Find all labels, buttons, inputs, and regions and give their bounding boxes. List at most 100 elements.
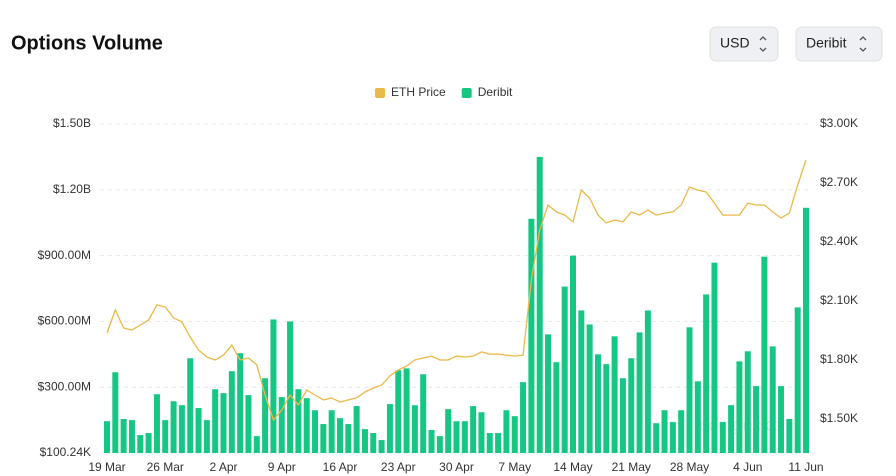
bar bbox=[278, 397, 285, 453]
bar bbox=[703, 294, 710, 453]
legend-label[interactable]: ETH Price bbox=[391, 85, 446, 99]
bar bbox=[586, 324, 593, 453]
bar bbox=[303, 398, 310, 453]
currency-label[interactable]: USD bbox=[720, 35, 750, 51]
y-tick-label: $600.00M bbox=[38, 314, 91, 328]
bar bbox=[353, 406, 360, 453]
bar bbox=[611, 336, 618, 453]
bar bbox=[162, 420, 169, 453]
bar bbox=[337, 418, 343, 453]
bar bbox=[644, 310, 651, 453]
y-tick-label: $100.24K bbox=[40, 445, 91, 459]
bar bbox=[728, 405, 735, 453]
bar bbox=[312, 410, 319, 453]
bar bbox=[495, 433, 502, 453]
bar bbox=[511, 416, 518, 453]
x-tick-label: 9 Apr bbox=[268, 460, 296, 474]
bar bbox=[203, 420, 210, 453]
price-line bbox=[106, 159, 807, 422]
y-tick-label: $300.00M bbox=[38, 379, 91, 393]
legend-swatch[interactable] bbox=[461, 88, 472, 98]
bar bbox=[794, 307, 801, 453]
bar bbox=[570, 255, 576, 453]
legend-swatch[interactable] bbox=[375, 88, 385, 98]
bar bbox=[803, 207, 809, 453]
bar bbox=[153, 394, 160, 453]
bar bbox=[553, 362, 560, 453]
bar bbox=[195, 408, 202, 453]
bar bbox=[786, 419, 793, 453]
bar bbox=[694, 381, 701, 453]
x-tick-label: 7 May bbox=[498, 460, 531, 474]
y2-tick-label: $3.00K bbox=[820, 116, 858, 130]
x-tick-label: 14 May bbox=[553, 460, 592, 474]
y2-tick-label: $1.50K bbox=[820, 411, 858, 425]
bar bbox=[528, 218, 535, 453]
bar bbox=[445, 409, 452, 453]
bar bbox=[561, 286, 568, 453]
x-tick-label: 23 Apr bbox=[381, 460, 416, 474]
bar bbox=[428, 429, 435, 453]
bar bbox=[536, 156, 543, 453]
bar bbox=[653, 423, 660, 453]
y2-tick-label: $2.40K bbox=[820, 234, 858, 248]
exchange-button[interactable]: Deribit bbox=[795, 26, 883, 62]
bar bbox=[470, 406, 477, 453]
x-tick-label: 16 Apr bbox=[323, 460, 358, 474]
bar bbox=[411, 405, 418, 453]
bar bbox=[395, 370, 402, 453]
bar bbox=[628, 358, 635, 453]
bar bbox=[778, 386, 785, 453]
bar bbox=[170, 401, 177, 453]
bar bbox=[320, 424, 327, 453]
x-tick-label: 2 Apr bbox=[209, 460, 237, 474]
bar bbox=[112, 372, 119, 453]
x-tick-label: 28 May bbox=[670, 460, 709, 474]
x-tick-label: 21 May bbox=[612, 460, 651, 474]
bar bbox=[678, 410, 685, 453]
bar bbox=[619, 378, 626, 453]
bar bbox=[719, 422, 726, 453]
bar bbox=[636, 332, 643, 453]
bar bbox=[287, 321, 294, 453]
bar bbox=[386, 404, 393, 453]
bar bbox=[744, 351, 751, 453]
bar bbox=[178, 405, 185, 453]
exchange-label[interactable]: Deribit bbox=[806, 35, 847, 51]
bar bbox=[520, 382, 527, 453]
currency-button[interactable]: USD bbox=[709, 26, 779, 62]
bar bbox=[237, 353, 244, 453]
bar bbox=[270, 319, 277, 453]
legend-label[interactable]: Deribit bbox=[478, 85, 513, 99]
bar bbox=[137, 435, 144, 453]
y-tick-label: $900.00M bbox=[38, 248, 91, 262]
x-tick-label: 19 Mar bbox=[88, 460, 125, 474]
bar bbox=[603, 364, 610, 453]
bar bbox=[253, 436, 260, 453]
bar bbox=[328, 410, 335, 453]
y-tick-label: $1.50B bbox=[53, 116, 91, 130]
bar bbox=[669, 422, 676, 453]
bar bbox=[661, 410, 668, 453]
bar bbox=[370, 433, 377, 453]
bar bbox=[220, 393, 227, 453]
bar bbox=[245, 395, 252, 453]
bar bbox=[594, 354, 601, 453]
x-tick-label: 26 Mar bbox=[147, 460, 184, 474]
y2-tick-label: $2.10K bbox=[820, 293, 858, 307]
bar bbox=[736, 361, 743, 453]
bar bbox=[461, 421, 468, 453]
bar bbox=[128, 420, 135, 453]
bar bbox=[578, 310, 585, 453]
bar bbox=[295, 389, 302, 453]
x-tick-label: 4 Jun bbox=[733, 460, 762, 474]
bar bbox=[104, 421, 110, 453]
y2-tick-label: $2.70K bbox=[820, 175, 858, 189]
bar bbox=[187, 358, 194, 453]
bar bbox=[503, 410, 510, 453]
bar bbox=[486, 433, 493, 453]
bar bbox=[145, 433, 152, 453]
bar bbox=[361, 429, 368, 453]
bar bbox=[436, 436, 443, 453]
